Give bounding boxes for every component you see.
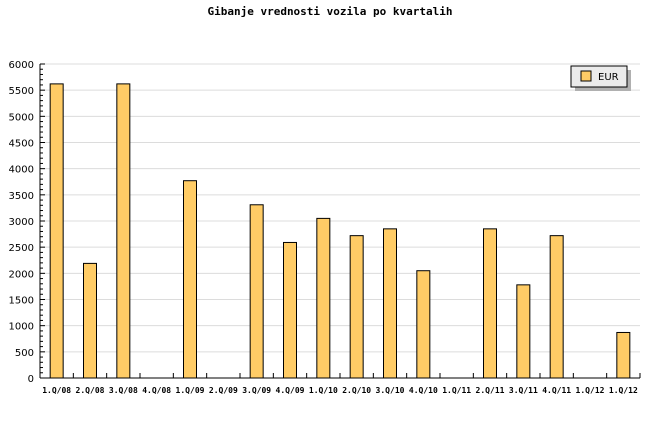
bar [83, 262, 97, 379]
y-tick-label: 3000 [9, 217, 34, 228]
bar [616, 331, 631, 379]
y-tick-label: 2500 [9, 243, 34, 254]
bar [483, 228, 497, 379]
legend: EUR [570, 65, 631, 91]
y-tick-label: 4000 [9, 165, 34, 176]
x-tick-label: 1.Q/12 [576, 386, 605, 395]
legend-label: EUR [598, 72, 619, 83]
bar [383, 228, 397, 379]
y-tick-label: 3500 [9, 191, 34, 202]
x-tick-label: 3.Q/11 [509, 386, 538, 395]
y-tick-label: 6000 [9, 60, 34, 71]
y-tick-label: 500 [15, 348, 34, 359]
x-tick-label: 1.Q/12 [609, 386, 638, 395]
legend-swatch [580, 70, 592, 82]
x-tick-label: 1.Q/10 [309, 386, 338, 395]
y-tick-label: 5500 [9, 86, 34, 97]
bar [183, 180, 197, 379]
x-tick-label: 1.Q/08 [42, 386, 71, 395]
y-tick-label: 5000 [9, 112, 34, 123]
x-tick-label: 3.Q/10 [376, 386, 405, 395]
x-tick-label: 4.Q/08 [142, 386, 171, 395]
x-tick-label: 2.Q/10 [342, 386, 371, 395]
y-tick-label: 0 [28, 374, 34, 385]
x-tick-label: 2.Q/08 [76, 386, 105, 395]
x-tick-label: 3.Q/09 [242, 386, 271, 395]
bar [416, 270, 431, 379]
chart-title: Gibanje vrednosti vozila po kvartalih [207, 5, 452, 18]
bar [549, 235, 564, 379]
x-tick-label: 2.Q/09 [209, 386, 238, 395]
bar [316, 217, 331, 379]
x-tick-label: 1.Q/11 [442, 386, 471, 395]
bar [49, 83, 64, 379]
x-tick-label: 4.Q/09 [276, 386, 305, 395]
bar [349, 235, 364, 379]
x-tick-label: 4.Q/10 [409, 386, 438, 395]
bar [116, 83, 131, 379]
y-tick-label: 1500 [9, 296, 34, 307]
y-tick-label: 4500 [9, 139, 34, 150]
bar [249, 204, 264, 379]
y-tick-label: 2000 [9, 269, 34, 280]
bar [516, 284, 531, 379]
y-tick-label: 1000 [9, 322, 34, 333]
x-tick-label: 2.Q/11 [476, 386, 505, 395]
x-tick-label: 4.Q/11 [542, 386, 571, 395]
bar [283, 241, 297, 379]
x-tick-label: 3.Q/08 [109, 386, 138, 395]
x-tick-label: 1.Q/09 [176, 386, 205, 395]
